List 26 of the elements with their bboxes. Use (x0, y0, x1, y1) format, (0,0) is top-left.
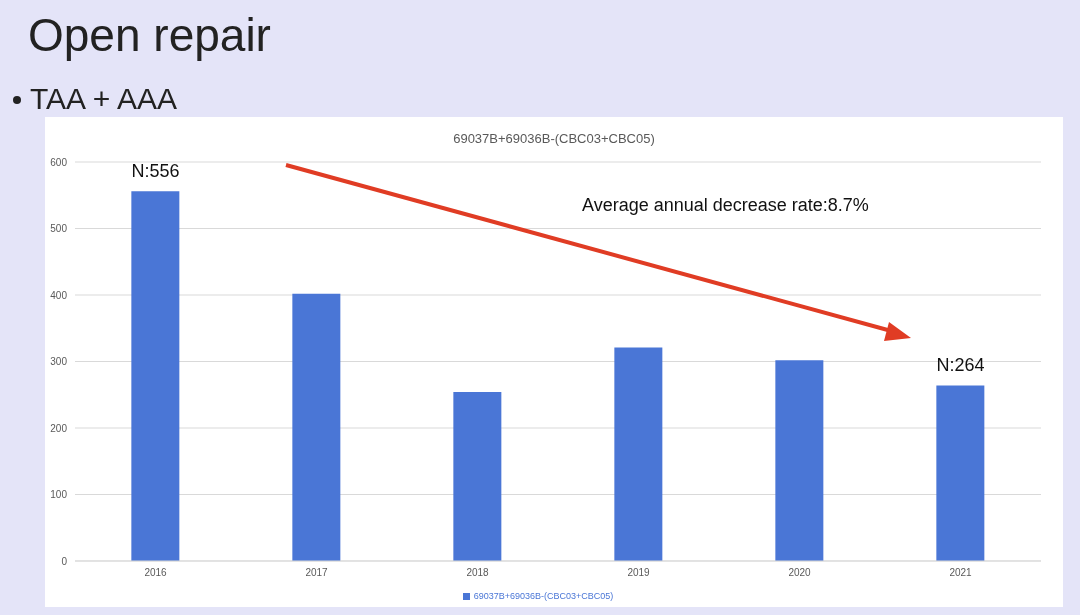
annotation: Average annual decrease rate:8.7% (582, 195, 869, 216)
x-tick-label: 2018 (466, 567, 490, 579)
x-tick-label: 2017 (305, 567, 329, 579)
bar (614, 347, 663, 561)
text: 69037B+69036B-(CBC03+CBC05) (452, 131, 656, 146)
x-tick-label: 2020 (788, 567, 812, 579)
annotation: N:556 (131, 161, 180, 182)
x-tick-label: 2016 (144, 567, 168, 579)
bar (453, 392, 502, 561)
y-tick-label: 500 (50, 223, 68, 235)
y-tick-label: 400 (50, 289, 68, 301)
y-tick-label: 200 (50, 422, 68, 434)
x-tick-label: 2019 (627, 567, 651, 579)
bar (936, 385, 985, 561)
y-tick-label: 300 (50, 356, 68, 368)
chart-title: Open repair (28, 8, 271, 62)
chart-subtitle: TAA + AAA (30, 82, 178, 116)
y-tick-label: 600 (50, 156, 68, 168)
x-tick-label: 2021 (949, 567, 973, 579)
y-tick-label: 100 (50, 489, 68, 501)
bar (131, 191, 180, 561)
bar (292, 293, 341, 561)
y-tick-label: 0 (61, 555, 68, 567)
bar (775, 360, 824, 561)
legend-label: 69037B+69036B-(CBC03+CBC05) (473, 591, 614, 601)
annotation: N:264 (936, 355, 985, 376)
